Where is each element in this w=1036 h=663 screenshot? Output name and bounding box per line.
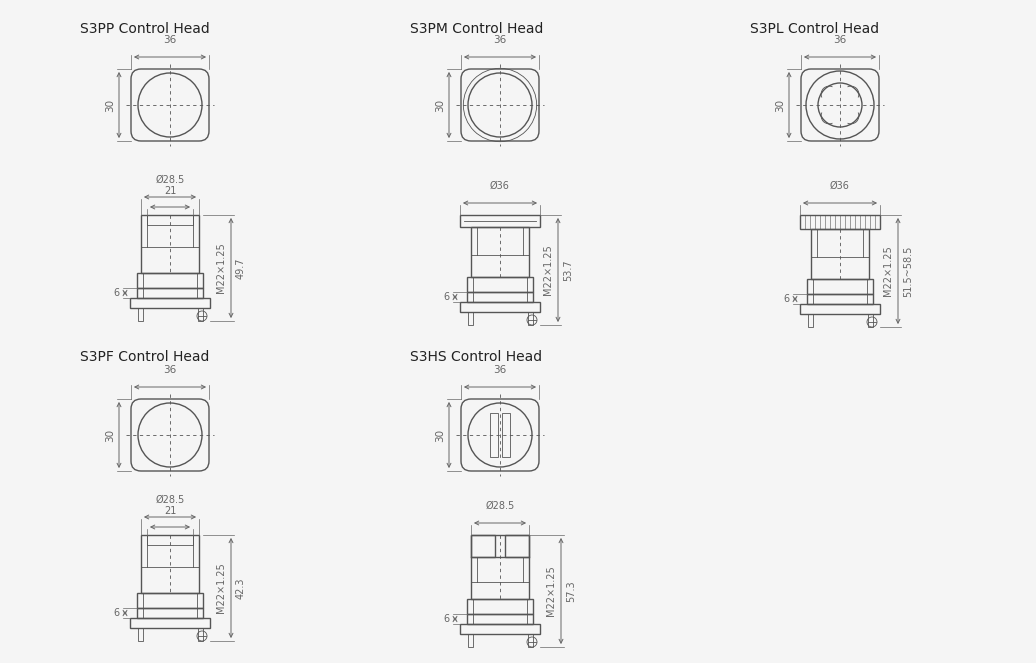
Text: M22×1.25: M22×1.25: [883, 245, 893, 296]
Bar: [527, 312, 533, 325]
Bar: [502, 413, 510, 457]
Bar: [811, 229, 869, 279]
Text: 30: 30: [435, 98, 445, 111]
Text: 42.3: 42.3: [236, 577, 246, 599]
Text: 6: 6: [114, 608, 120, 618]
Text: Ø36: Ø36: [490, 181, 510, 191]
Text: M22×1.25: M22×1.25: [543, 245, 553, 296]
Text: S3PP Control Head: S3PP Control Head: [80, 22, 209, 36]
Bar: [867, 314, 872, 327]
Bar: [130, 618, 210, 628]
Bar: [467, 292, 533, 302]
Bar: [137, 608, 203, 618]
Bar: [467, 614, 533, 624]
Bar: [467, 312, 472, 325]
Text: 36: 36: [164, 35, 176, 45]
Text: 57.3: 57.3: [566, 580, 576, 602]
Bar: [147, 535, 193, 545]
Text: 49.7: 49.7: [236, 257, 246, 278]
Text: M22×1.25: M22×1.25: [546, 566, 556, 617]
Bar: [807, 279, 873, 294]
Bar: [141, 535, 199, 593]
Text: 36: 36: [493, 365, 507, 375]
Bar: [807, 294, 873, 304]
Text: 21: 21: [164, 186, 176, 196]
Text: S3PL Control Head: S3PL Control Head: [750, 22, 880, 36]
Bar: [137, 593, 203, 608]
Text: 6: 6: [784, 294, 790, 304]
Text: Ø28.5: Ø28.5: [486, 501, 515, 511]
Bar: [467, 599, 533, 614]
Text: 6: 6: [114, 288, 120, 298]
Bar: [471, 227, 529, 277]
Bar: [460, 302, 540, 312]
Text: 51.5~58.5: 51.5~58.5: [903, 245, 913, 296]
Text: Ø28.5: Ø28.5: [155, 175, 184, 185]
Bar: [800, 215, 880, 229]
Bar: [460, 624, 540, 634]
Text: 6: 6: [443, 292, 450, 302]
Bar: [807, 314, 812, 327]
Text: Ø36: Ø36: [830, 181, 850, 191]
Text: 36: 36: [833, 35, 846, 45]
Bar: [505, 535, 529, 557]
Bar: [527, 634, 533, 647]
Text: S3PF Control Head: S3PF Control Head: [80, 350, 209, 364]
Bar: [471, 535, 495, 557]
Text: 21: 21: [164, 506, 176, 516]
Bar: [460, 215, 540, 227]
Bar: [130, 298, 210, 308]
Text: 30: 30: [775, 98, 785, 111]
Bar: [141, 215, 199, 273]
Bar: [138, 308, 143, 321]
Bar: [471, 535, 529, 599]
Text: 30: 30: [105, 428, 115, 442]
Bar: [138, 628, 143, 641]
Text: Ø28.5: Ø28.5: [155, 495, 184, 505]
Text: 53.7: 53.7: [563, 259, 573, 281]
Text: 36: 36: [164, 365, 176, 375]
Text: 30: 30: [105, 98, 115, 111]
Text: M22×1.25: M22×1.25: [215, 243, 226, 293]
Text: S3PM Control Head: S3PM Control Head: [410, 22, 543, 36]
Bar: [467, 277, 533, 292]
Text: 36: 36: [493, 35, 507, 45]
Bar: [490, 413, 498, 457]
Bar: [800, 304, 880, 314]
Bar: [198, 628, 202, 641]
Bar: [137, 273, 203, 288]
Bar: [147, 215, 193, 225]
Text: S3HS Control Head: S3HS Control Head: [410, 350, 542, 364]
Bar: [137, 288, 203, 298]
Bar: [198, 308, 202, 321]
Bar: [467, 634, 472, 647]
Text: 30: 30: [435, 428, 445, 442]
Text: M22×1.25: M22×1.25: [215, 563, 226, 613]
Text: 6: 6: [443, 614, 450, 624]
